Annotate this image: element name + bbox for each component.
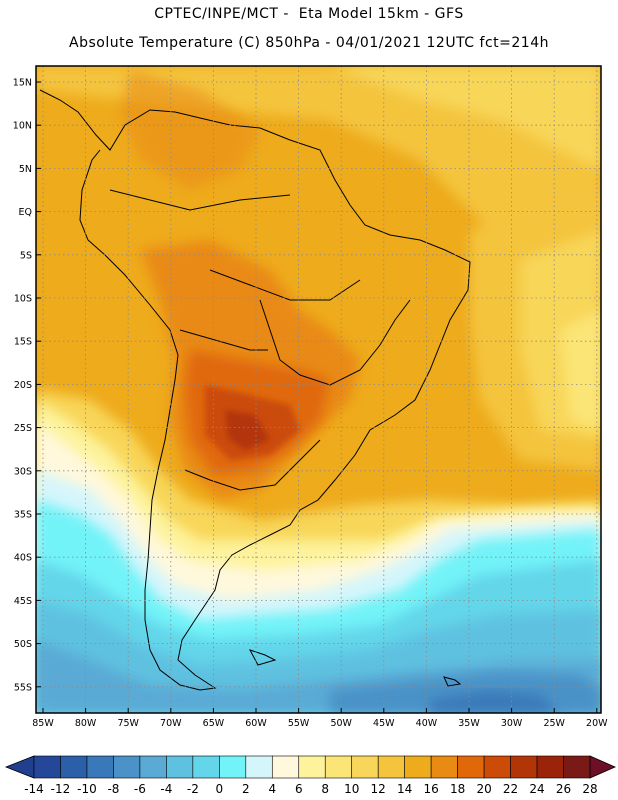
lon-label: 25W — [543, 718, 565, 729]
lat-label: 10S — [14, 294, 32, 305]
lon-label: 75W — [117, 718, 139, 729]
lon-label: 55W — [288, 718, 310, 729]
chart-title-line2: Absolute Temperature (C) 850hPa - 04/01/… — [69, 35, 549, 51]
colorbar-swatch — [563, 755, 591, 779]
colorbar-tick-label: -12 — [51, 782, 71, 796]
lat-label: 5N — [19, 164, 32, 175]
colorbar-swatch — [192, 755, 220, 779]
colorbar-tick-label: -10 — [77, 782, 97, 796]
colorbar-legend: -14 -12 -10 -8 -6 -4 -2 0 2 4 6 8 10 12 14 16 18 20 22 24 26… — [4, 755, 616, 796]
colorbar-tick-label: 18 — [450, 782, 465, 796]
lon-label: 85W — [32, 718, 54, 729]
lat-label: 20S — [14, 380, 32, 391]
colorbar-swatch — [298, 755, 326, 779]
lat-label: 40S — [14, 553, 32, 564]
colorbar-swatch — [139, 755, 167, 779]
lat-label: 10N — [13, 121, 32, 132]
colorbar-under-arrow — [4, 755, 35, 779]
lon-label: 35W — [458, 718, 480, 729]
colorbar-tick-label: 2 — [242, 782, 250, 796]
lon-label: 70W — [160, 718, 182, 729]
coastlines — [39, 89, 471, 691]
colorbar-swatch — [351, 755, 379, 779]
colorbar-tick-label: 6 — [295, 782, 303, 796]
colorbar-tick-label: -6 — [134, 782, 146, 796]
lat-label: 55S — [14, 682, 32, 693]
lat-label: 30S — [14, 466, 32, 477]
lon-label: 45W — [373, 718, 395, 729]
colorbar-swatch — [166, 755, 194, 779]
colorbar-tick-label: 0 — [216, 782, 224, 796]
colorbar-tick-label: 12 — [371, 782, 386, 796]
colorbar-swatch — [60, 755, 88, 779]
longitude-axis: 85W 80W 75W 70W 65W 60W 55W 50W 45W 40W 35W 30W 25W 2… — [32, 708, 608, 729]
colorbar-tick-label: -2 — [187, 782, 199, 796]
colorbar-tick-label: 8 — [321, 782, 329, 796]
lat-label: 45S — [14, 596, 32, 607]
colorbar-swatch — [377, 755, 405, 779]
colorbar-tick-label: 4 — [268, 782, 276, 796]
colorbar-swatch — [536, 755, 564, 779]
chart-title-line1: CPTEC/INPE/MCT - Eta Model 15km - GFS — [154, 6, 464, 22]
colorbar-tick-label: 26 — [556, 782, 571, 796]
colorbar-swatch — [86, 755, 114, 779]
colorbar-tick-label: -8 — [107, 782, 119, 796]
lon-label: 50W — [330, 718, 352, 729]
lon-label: 30W — [501, 718, 523, 729]
colorbar-tick-label: 20 — [476, 782, 491, 796]
lon-label: 65W — [203, 718, 225, 729]
colorbar-swatch — [483, 755, 511, 779]
lat-label: EQ — [19, 207, 32, 218]
colorbar-tick-label: 14 — [397, 782, 412, 796]
temperature-field — [36, 66, 601, 713]
lat-label: 15N — [13, 78, 32, 89]
lat-label: 15S — [14, 337, 32, 348]
lat-label: 35S — [14, 510, 32, 521]
colorbar-tick-label: -14 — [24, 782, 44, 796]
map-frame — [35, 65, 602, 714]
colorbar-over-arrow — [589, 755, 616, 779]
lon-label: 60W — [245, 718, 267, 729]
lat-label: 25S — [14, 423, 32, 434]
lon-label: 20W — [586, 718, 608, 729]
colorbar-tick-label: 24 — [529, 782, 544, 796]
colorbar-swatch — [113, 755, 141, 779]
colorbar-swatch — [219, 755, 247, 779]
colorbar-swatch — [33, 755, 61, 779]
colorbar-tick-label: 22 — [503, 782, 518, 796]
colorbar-swatch — [324, 755, 353, 779]
latitude-axis: 15N 10N 5N EQ 5S 10S 15S 20S 25S 30S 35S 40S 45S 50S 5… — [13, 78, 41, 693]
colorbar-swatch — [510, 755, 538, 779]
colorbar-swatch — [245, 755, 273, 779]
lon-label: 80W — [75, 718, 97, 729]
lon-label: 40W — [416, 718, 438, 729]
colorbar-swatch — [404, 755, 432, 779]
colorbar-tick-label: 16 — [424, 782, 439, 796]
lat-label: 50S — [14, 639, 32, 650]
colorbar-swatch — [457, 755, 485, 779]
colorbar-tick-label: 28 — [582, 782, 597, 796]
colorbar-tick-label: -4 — [160, 782, 172, 796]
colorbar-tick-label: 10 — [344, 782, 359, 796]
lat-label: 5S — [20, 250, 32, 261]
colorbar-swatch — [271, 755, 300, 779]
colorbar-swatch — [430, 755, 458, 779]
